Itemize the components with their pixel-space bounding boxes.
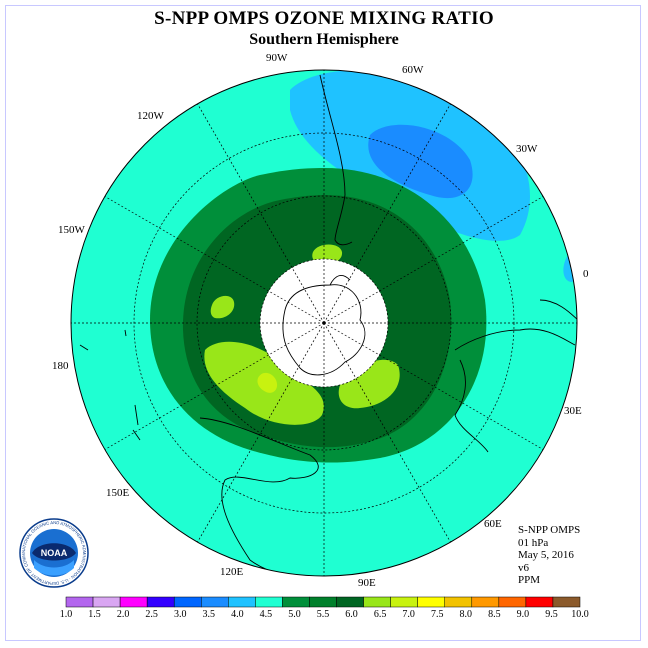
coastlines — [79, 74, 577, 576]
colorbar-tick-label: 5.5 — [316, 609, 330, 620]
lon-label-60e: 60E — [484, 518, 502, 530]
lon-label-30e: 30E — [564, 405, 582, 417]
noaa-logo: NOAA NATIONAL OCEANIC AND ATMOSPHERIC AD… — [19, 518, 89, 588]
pole-marker — [322, 321, 326, 325]
lon-label-90e: 90E — [358, 577, 376, 589]
noaa-logo-text: NOAA — [41, 548, 68, 558]
colorbar-swatch — [201, 596, 229, 608]
colorbar-swatch — [173, 596, 202, 608]
lon-label-120e: 120E — [220, 566, 244, 578]
colorbar-tick-label: 9.0 — [516, 609, 530, 620]
lon-label-150w: 150W — [58, 224, 85, 236]
graticule — [71, 70, 577, 576]
colorbar-tick-label: 1.0 — [59, 609, 73, 620]
colorbar-tick-label: 3.0 — [173, 609, 187, 620]
lower-ozone-region — [368, 124, 473, 199]
lon-label-150e: 150E — [106, 487, 130, 499]
colorbar-tick-label: 2.5 — [145, 609, 158, 620]
lon-label-120w: 120W — [137, 110, 164, 122]
colorbar-tick-label: 9.5 — [545, 609, 558, 620]
high-ozone-patch-nw — [210, 295, 235, 319]
colorbar-swatch — [336, 596, 364, 608]
colorbar-swatch — [255, 596, 283, 608]
ozone-field — [71, 70, 577, 576]
colorbar-tick-label: 8.0 — [459, 609, 473, 620]
peak-ozone-patch — [257, 372, 278, 393]
lon-label-90w: 90W — [266, 52, 288, 64]
colorbar-tick-label: 1.5 — [88, 609, 101, 620]
colorbar — [65, 596, 581, 608]
colorbar-tick-label: 4.0 — [231, 609, 244, 620]
colorbar-tick-label: 6.5 — [373, 609, 387, 620]
colorbar-swatch — [444, 596, 473, 608]
colorbar-swatch — [417, 596, 445, 608]
colorbar-swatch — [363, 596, 391, 608]
colorbar-tick-label: 6.0 — [345, 609, 358, 620]
product-info: S-NPP OMPS 01 hPa May 5, 2016 v6 PPM — [518, 524, 580, 587]
colorbar-swatch — [92, 596, 121, 608]
colorbar-swatch — [282, 596, 310, 608]
map-subtitle: Southern Hemisphere — [249, 31, 399, 48]
info-pressure-level: 01 hPa — [518, 536, 549, 549]
colorbar-tick-label: 10.0 — [571, 609, 589, 620]
colorbar-swatch — [228, 596, 256, 608]
colorbar-tick-label: 8.5 — [488, 609, 501, 620]
colorbar-tick-label: 4.5 — [259, 609, 273, 620]
info-instrument: S-NPP OMPS — [518, 524, 581, 536]
colorbar-tick-labels: 1.0 1.5 2.0 2.5 3.0 3.5 4.0 4.5 5.0 5.5 6.0 6.5 7.0 7… — [0, 609, 648, 623]
info-units: PPM — [518, 574, 541, 587]
lon-label-60w: 60W — [402, 64, 424, 76]
colorbar-swatch — [65, 596, 94, 608]
lon-label-180: 180 — [52, 360, 69, 372]
lon-label-30w: 30W — [516, 143, 538, 155]
info-date: May 5, 2016 — [518, 549, 574, 562]
map-title: S-NPP OMPS OZONE MIXING RATIO — [154, 8, 494, 29]
figure-frame — [5, 5, 641, 641]
colorbar-tick-label: 7.5 — [430, 609, 444, 620]
colorbar-tick-label: 2.0 — [116, 609, 130, 620]
colorbar-tick-label: 3.5 — [202, 609, 216, 620]
map-boundary — [70, 69, 578, 577]
colorbar-tick-label: 5.0 — [288, 609, 301, 620]
info-version: v6 — [518, 561, 529, 574]
colorbar-swatch — [390, 596, 418, 608]
colorbar-swatch — [552, 596, 581, 608]
colorbar-swatch — [471, 596, 500, 608]
colorbar-swatch — [119, 596, 148, 608]
lon-label-0: 0 — [583, 268, 589, 280]
colorbar-tick-label: 7.0 — [402, 609, 415, 620]
colorbar-swatch — [498, 596, 527, 608]
colorbar-swatch — [146, 596, 175, 608]
colorbar-swatch — [525, 596, 554, 608]
colorbar-swatch — [309, 596, 337, 608]
